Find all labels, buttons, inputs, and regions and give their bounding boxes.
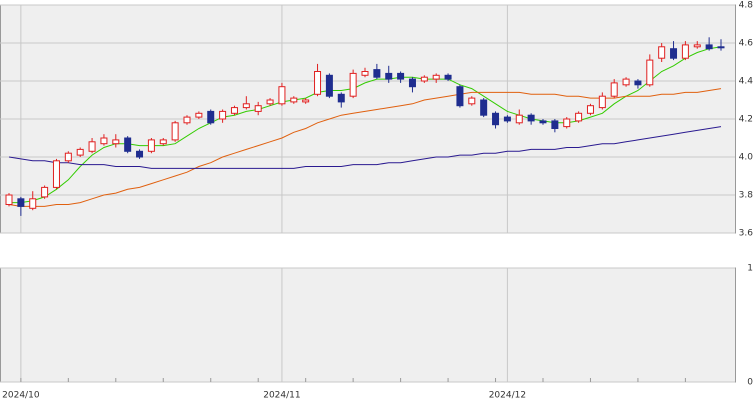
candle-body [408, 78, 416, 88]
moving-average-line [8, 126, 722, 169]
candle-body [432, 74, 440, 80]
candle-body [670, 48, 678, 59]
candle-body [136, 150, 144, 158]
candle-body [314, 71, 322, 95]
candle-body [254, 105, 262, 112]
candle-body [717, 46, 725, 49]
candle-body [492, 112, 500, 126]
candle-body [515, 114, 523, 124]
candle-body [349, 72, 357, 97]
candle-body [278, 86, 286, 105]
candle-body [705, 44, 713, 50]
candle-body [385, 72, 393, 80]
candle-body [681, 44, 689, 59]
candle-body [325, 74, 333, 97]
y-tick-label: 4.6 [739, 39, 754, 49]
y-tick-label: 4.0 [739, 153, 754, 163]
y-tick-label: 3.6 [739, 229, 754, 239]
candle-body [41, 186, 49, 198]
candle-body [539, 120, 547, 124]
candle-body [230, 107, 238, 114]
candle-body [397, 72, 405, 80]
y-tick-label: 0 [747, 378, 753, 388]
candle-body [610, 82, 618, 97]
candle-body [64, 152, 72, 162]
candle-body [658, 46, 666, 59]
candle-body [29, 198, 37, 209]
candle-body [598, 95, 606, 109]
candle-body [373, 69, 381, 78]
candle-body [266, 99, 274, 105]
candle-body [468, 97, 476, 105]
candle-body [456, 86, 464, 107]
candle-body [302, 99, 310, 103]
candle-body [124, 137, 132, 152]
candle-body [337, 93, 345, 103]
candle-body [147, 139, 155, 152]
candle-body [622, 78, 630, 86]
candle-body [646, 59, 654, 86]
candle-body [242, 103, 250, 109]
y-tick-label: 4.2 [739, 115, 753, 125]
candle-body [5, 194, 13, 205]
candle-body [444, 74, 452, 80]
candle-body [563, 118, 571, 128]
candle-body [480, 99, 488, 116]
candle-body [551, 120, 559, 130]
y-tick-label: 1 [747, 264, 753, 274]
candle-body [195, 112, 203, 118]
x-tick-label: 2024/12 [489, 391, 526, 400]
candle-body [290, 97, 298, 103]
candle-body [634, 80, 642, 86]
candle-body [112, 139, 120, 145]
candle-body [183, 116, 191, 124]
candle-body [693, 44, 701, 48]
candle-body [361, 71, 369, 76]
candle-body [586, 105, 594, 114]
candle-body [503, 116, 511, 122]
candle-body [52, 160, 60, 188]
x-tick-label: 2024/10 [2, 391, 40, 400]
candle-body [207, 110, 215, 124]
y-tick-label: 4.8 [739, 1, 754, 11]
candle-body [171, 122, 179, 141]
candle-body [88, 141, 96, 152]
candle-body [527, 114, 535, 122]
candle-body [159, 139, 167, 145]
candle-body [219, 110, 227, 120]
y-tick-label: 3.8 [739, 191, 754, 201]
candle-body [100, 137, 108, 145]
plot-area [0, 267, 736, 383]
candle-body [76, 148, 84, 156]
x-tick-label: 2024/11 [263, 391, 300, 400]
y-tick-label: 4.4 [739, 77, 754, 87]
candle-body [420, 76, 428, 82]
candle-body [17, 198, 25, 207]
candle-body [575, 112, 583, 122]
